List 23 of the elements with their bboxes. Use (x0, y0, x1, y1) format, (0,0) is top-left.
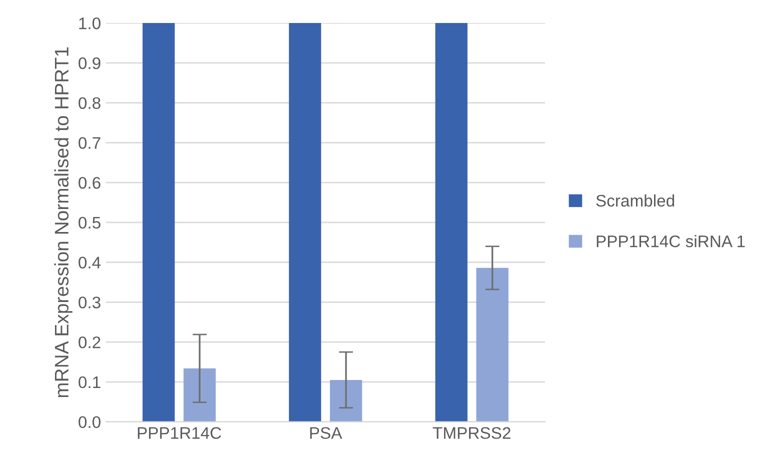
y-tick-label: 1.0 (79, 17, 100, 30)
y-tick-label: 0.8 (78, 97, 100, 110)
y-axis-title: mRNA Expression Normalised to HPRT1 (54, 47, 72, 398)
legend-label: Scrambled (596, 194, 674, 207)
y-tick-label: 0.7 (78, 137, 100, 149)
y-tick-label: 0.4 (78, 256, 101, 269)
y-tick-label: 0.5 (78, 216, 100, 229)
bar (288, 23, 322, 422)
x-tick-label: PPP1R14C (138, 427, 222, 439)
y-tick-label: 0.1 (78, 376, 100, 388)
bar (476, 268, 508, 422)
x-tick-label: PSA (310, 427, 342, 439)
bar (435, 23, 468, 422)
bar (184, 368, 216, 422)
bar (142, 23, 175, 422)
legend-label: PPP1R14C siRNA 1 (596, 235, 745, 248)
y-tick-label: 0.0 (78, 416, 100, 428)
y-tick-label: 0.3 (78, 296, 100, 308)
bar (330, 380, 362, 422)
x-tick-label: TMPRSS2 (432, 427, 510, 439)
y-tick-label: 0.2 (78, 336, 100, 348)
y-tick-label: 0.6 (78, 176, 100, 189)
y-tick-label: 0.9 (78, 57, 100, 70)
